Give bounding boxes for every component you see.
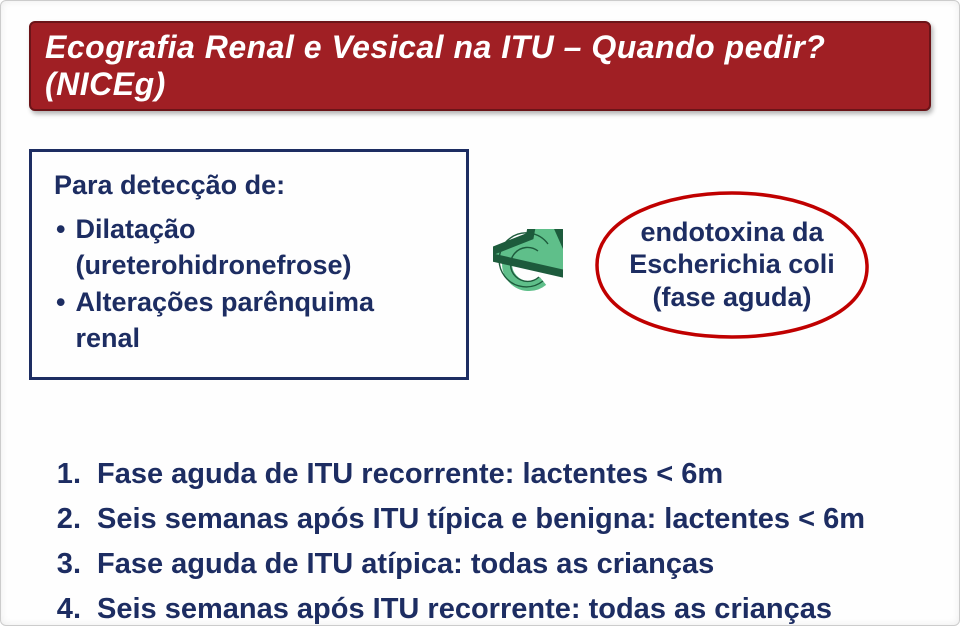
title-banner: Ecografia Renal e Vesical na ITU – Quand… — [29, 21, 931, 111]
ellipse-line: Escherichia coli — [629, 249, 835, 279]
curved-arrow-icon — [493, 229, 563, 299]
title-text: Ecografia Renal e Vesical na ITU – Quand… — [45, 29, 825, 102]
list-item: Seis semanas após ITU típica e benigna: … — [29, 497, 931, 542]
upper-row: Para detecção de: Dilatação (ureterohidr… — [29, 149, 931, 380]
list-item: Fase aguda de ITU recorrente: lactentes … — [29, 452, 931, 497]
detection-heading: Para detecção de: — [54, 170, 444, 201]
detection-item: Dilatação (ureterohidronefrose) — [54, 211, 444, 284]
ellipse-text: endotoxina da Escherichia coli (fase agu… — [619, 216, 845, 313]
list-item: Seis semanas após ITU recorrente: todas … — [29, 587, 931, 632]
list-item: Fase aguda de ITU atípica: todas as cria… — [29, 542, 931, 587]
ellipse-line: endotoxina da — [640, 217, 823, 247]
ellipse-line: (fase aguda) — [652, 282, 811, 312]
numbered-list: Fase aguda de ITU recorrente: lactentes … — [29, 452, 931, 632]
slide: Ecografia Renal e Vesical na ITU – Quand… — [0, 0, 960, 626]
list-item-text: Seis semanas após ITU recorrente: todas … — [97, 587, 832, 632]
detection-item-text: Dilatação (ureterohidronefrose) — [75, 211, 444, 284]
detection-item-text: Alterações parênquima renal — [75, 284, 444, 357]
list-item-text: Fase aguda de ITU atípica: todas as cria… — [97, 542, 714, 587]
list-item-text: Fase aguda de ITU recorrente: lactentes … — [97, 452, 723, 497]
list-item-text: Seis semanas após ITU típica e benigna: … — [97, 497, 865, 542]
detection-item: Alterações parênquima renal — [54, 284, 444, 357]
endotoxin-ellipse: endotoxina da Escherichia coli (fase agu… — [587, 187, 877, 342]
detection-box: Para detecção de: Dilatação (ureterohidr… — [29, 149, 469, 380]
